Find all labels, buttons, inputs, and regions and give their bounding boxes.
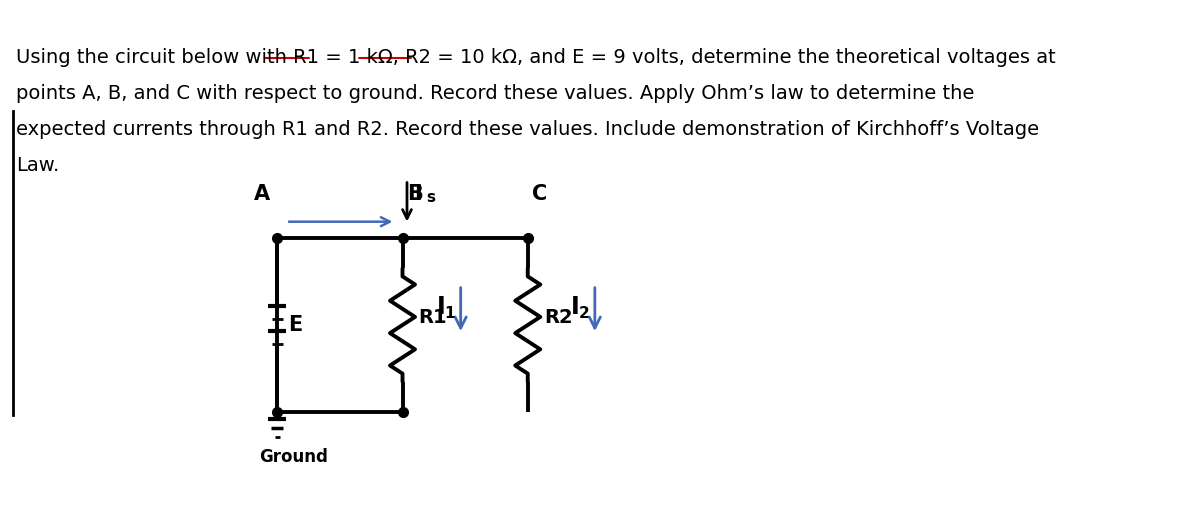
Text: A: A [254, 184, 270, 204]
Text: I: I [571, 295, 580, 319]
Text: s: s [427, 190, 436, 206]
Text: Law.: Law. [16, 155, 59, 175]
Text: I: I [437, 295, 445, 319]
Text: R2: R2 [544, 309, 572, 327]
Text: I: I [414, 184, 421, 204]
Text: B: B [407, 184, 422, 204]
Text: Using the circuit below with R1 = 1 kΩ, R2 = 10 kΩ, and E = 9 volts, determine t: Using the circuit below with R1 = 1 kΩ, … [16, 48, 1056, 67]
Text: 1: 1 [445, 306, 455, 321]
Text: points A, B, and C with respect to ground. Record these values. Apply Ohm’s law : points A, B, and C with respect to groun… [16, 84, 974, 103]
Text: 2: 2 [578, 306, 589, 321]
Text: Ground: Ground [259, 448, 329, 466]
Text: C: C [533, 184, 547, 204]
Text: expected currents through R1 and R2. Record these values. Include demonstration : expected currents through R1 and R2. Rec… [16, 120, 1039, 139]
Text: R1: R1 [419, 309, 448, 327]
Text: E: E [288, 315, 302, 335]
